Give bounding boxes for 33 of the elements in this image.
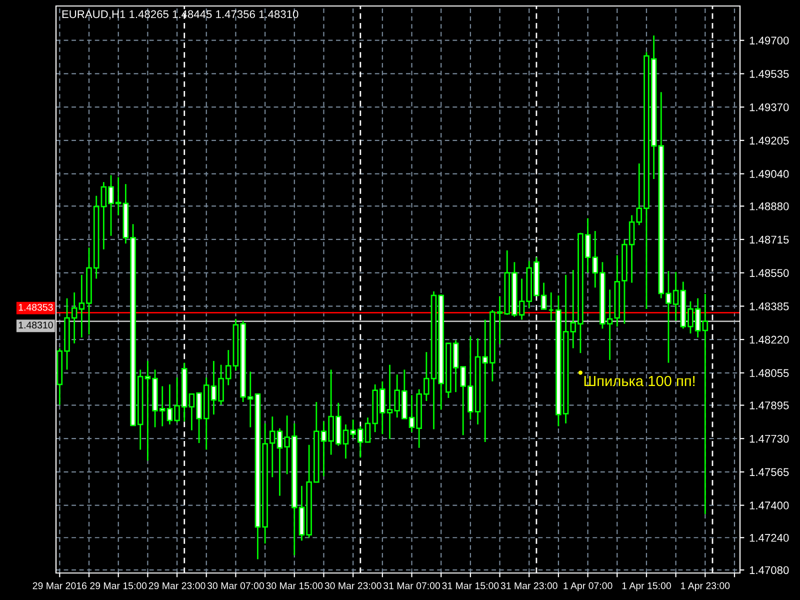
y-tick-label: 1.49205	[750, 136, 789, 145]
annotation: Шпилька 100 пп!	[584, 376, 695, 386]
y-tick-label: 1.48880	[750, 202, 789, 210]
y-tick-label: 1.48550	[750, 269, 789, 277]
x-tick-label: 31 Mar 07:00	[383, 582, 440, 590]
x-tick-label: 30 Mar 07:00	[207, 582, 264, 590]
x-tick-label: 1 Apr 15:00	[622, 582, 671, 592]
y-tick-label: 1.48220	[750, 336, 789, 344]
y-tick-label: 1.48385	[750, 302, 789, 310]
y-tick-label: 1.49535	[750, 70, 789, 78]
ref-line-label: 1.48310	[18, 322, 53, 328]
y-tick-label: 1.47730	[750, 434, 789, 443]
y-tick-label: 1.47240	[750, 534, 789, 542]
y-tick-label: 1.47565	[750, 468, 789, 476]
y-tick-label: 1.48055	[750, 369, 789, 378]
x-tick-label: 1 Apr 23:00	[681, 582, 730, 592]
x-tick-label: 1 Apr 07:00	[564, 582, 612, 592]
x-tick-label: 30 Mar 15:00	[266, 582, 323, 590]
y-tick-label: 1.47080	[750, 566, 789, 574]
x-tick-label: 30 Mar 23:00	[324, 582, 382, 590]
y-tick-label: 1.48715	[750, 236, 789, 244]
chart-title: EURAUD,H1 1.48265 1.48445 1.47356 1.48310	[62, 10, 298, 20]
y-tick-label: 1.49040	[750, 170, 789, 178]
y-tick-label: 1.49700	[750, 36, 789, 44]
x-tick-label: 29 Mar 2016	[32, 582, 87, 590]
x-tick-label: 29 Mar 23:00	[148, 582, 206, 590]
x-tick-label: 29 Mar 15:00	[90, 582, 147, 590]
x-tick-label: 31 Mar 23:00	[500, 582, 558, 590]
ref-line-label: 1.48353	[18, 304, 53, 311]
y-tick-label: 1.47895	[750, 401, 789, 410]
y-tick-label: 1.47400	[750, 502, 789, 510]
y-tick-label: 1.49370	[750, 103, 789, 112]
x-tick-label: 31 Mar 15:00	[442, 582, 499, 590]
